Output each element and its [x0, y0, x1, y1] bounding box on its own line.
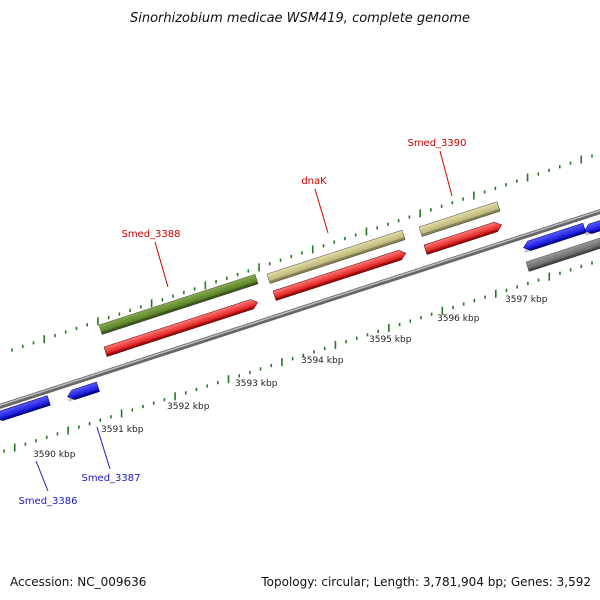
leader-line-smed-3387	[96, 426, 111, 470]
map-title: Sinorhizobium medicae WSM419, complete g…	[130, 11, 470, 26]
gene-bar-grey	[525, 235, 600, 272]
cog-bar-smed-3390-shape	[418, 201, 501, 237]
gene-label-smed-3387[interactable]: Smed_3387	[81, 473, 140, 484]
backbone-highlight	[0, 209, 600, 407]
scale-labels: 3590 kbp 3591 kbp 3592 kbp 3593 kbp 3594…	[33, 295, 548, 460]
gene-bar-smed-3388-shade	[106, 306, 254, 357]
gene-bar-right-1-shade	[524, 230, 586, 253]
cog-bar-smed-3390	[418, 201, 501, 237]
gene-bar-grey-shape	[525, 235, 600, 272]
gene-label-smed-3386[interactable]: Smed_3386	[18, 496, 77, 507]
genome-summary-text: Topology: circular; Length: 3,781,904 bp…	[260, 575, 591, 589]
outer-tick-row	[11, 154, 593, 352]
leader-line-dnak	[314, 188, 329, 234]
gene-bar-right-1-shape	[523, 222, 587, 251]
gene-bar-dnak	[272, 249, 407, 301]
leader-line-smed-3390	[439, 150, 453, 197]
gene-label-smed-3390[interactable]: Smed_3390	[407, 138, 466, 149]
backbone-line	[0, 208, 600, 410]
scale-label: 3597 kbp	[505, 295, 548, 305]
leader-line-smed-3386	[35, 460, 49, 492]
leader-line-smed-3388	[154, 241, 169, 288]
cog-bar-dnak-shape	[266, 229, 406, 284]
cog-bar-dnak	[266, 229, 406, 284]
cog-bar-smed-3388	[98, 274, 259, 335]
cog-bar-smed-3388-shade	[101, 281, 259, 335]
scale-label: 3591 kbp	[101, 425, 144, 435]
gene-bar-smed-3387	[67, 381, 100, 402]
scale-label: 3590 kbp	[33, 450, 76, 460]
scale-label: 3592 kbp	[167, 402, 210, 412]
gene-bar-smed-3390-shade	[426, 229, 498, 255]
gene-label-dnak[interactable]: dnaK	[301, 176, 327, 187]
gene-bar-smed-3386-shape	[0, 395, 51, 421]
cog-bar-smed-3390-shade	[421, 208, 501, 237]
gene-labels: Smed_3386 Smed_3387 Smed_3388 dnaK Smed_…	[18, 138, 466, 507]
scale-label: 3593 kbp	[235, 379, 278, 389]
gene-bar-smed-3390	[423, 221, 503, 255]
cog-bar-smed-3388-shape	[98, 274, 259, 335]
gene-bar-grey-shade	[528, 243, 600, 272]
inner-tick-row	[3, 261, 593, 453]
gene-bar-smed-3386-shade	[0, 402, 51, 423]
gene-bar-dnak-shape	[272, 249, 407, 301]
gene-label-smed-3388[interactable]: Smed_3388	[121, 229, 180, 240]
cog-bar-dnak-shade	[269, 237, 406, 284]
scale-label: 3594 kbp	[301, 356, 344, 366]
gene-bar-right-1	[523, 222, 587, 253]
gene-bar-smed-3387-shape	[67, 381, 100, 400]
scale-label: 3595 kbp	[369, 335, 412, 345]
accession-text: Accession: NC_009636	[10, 575, 146, 589]
gene-features	[0, 201, 600, 423]
scale-label: 3596 kbp	[437, 314, 480, 324]
gene-bar-smed-3390-shape	[423, 221, 503, 255]
gene-bar-smed-3386	[0, 395, 51, 423]
genome-backbone	[0, 208, 600, 410]
gene-bar-smed-3388	[103, 299, 259, 357]
gene-bar-smed-3388-shape	[103, 299, 259, 357]
gene-bar-smed-3387-shade	[68, 389, 100, 402]
gene-bar-dnak-shade	[275, 257, 402, 301]
